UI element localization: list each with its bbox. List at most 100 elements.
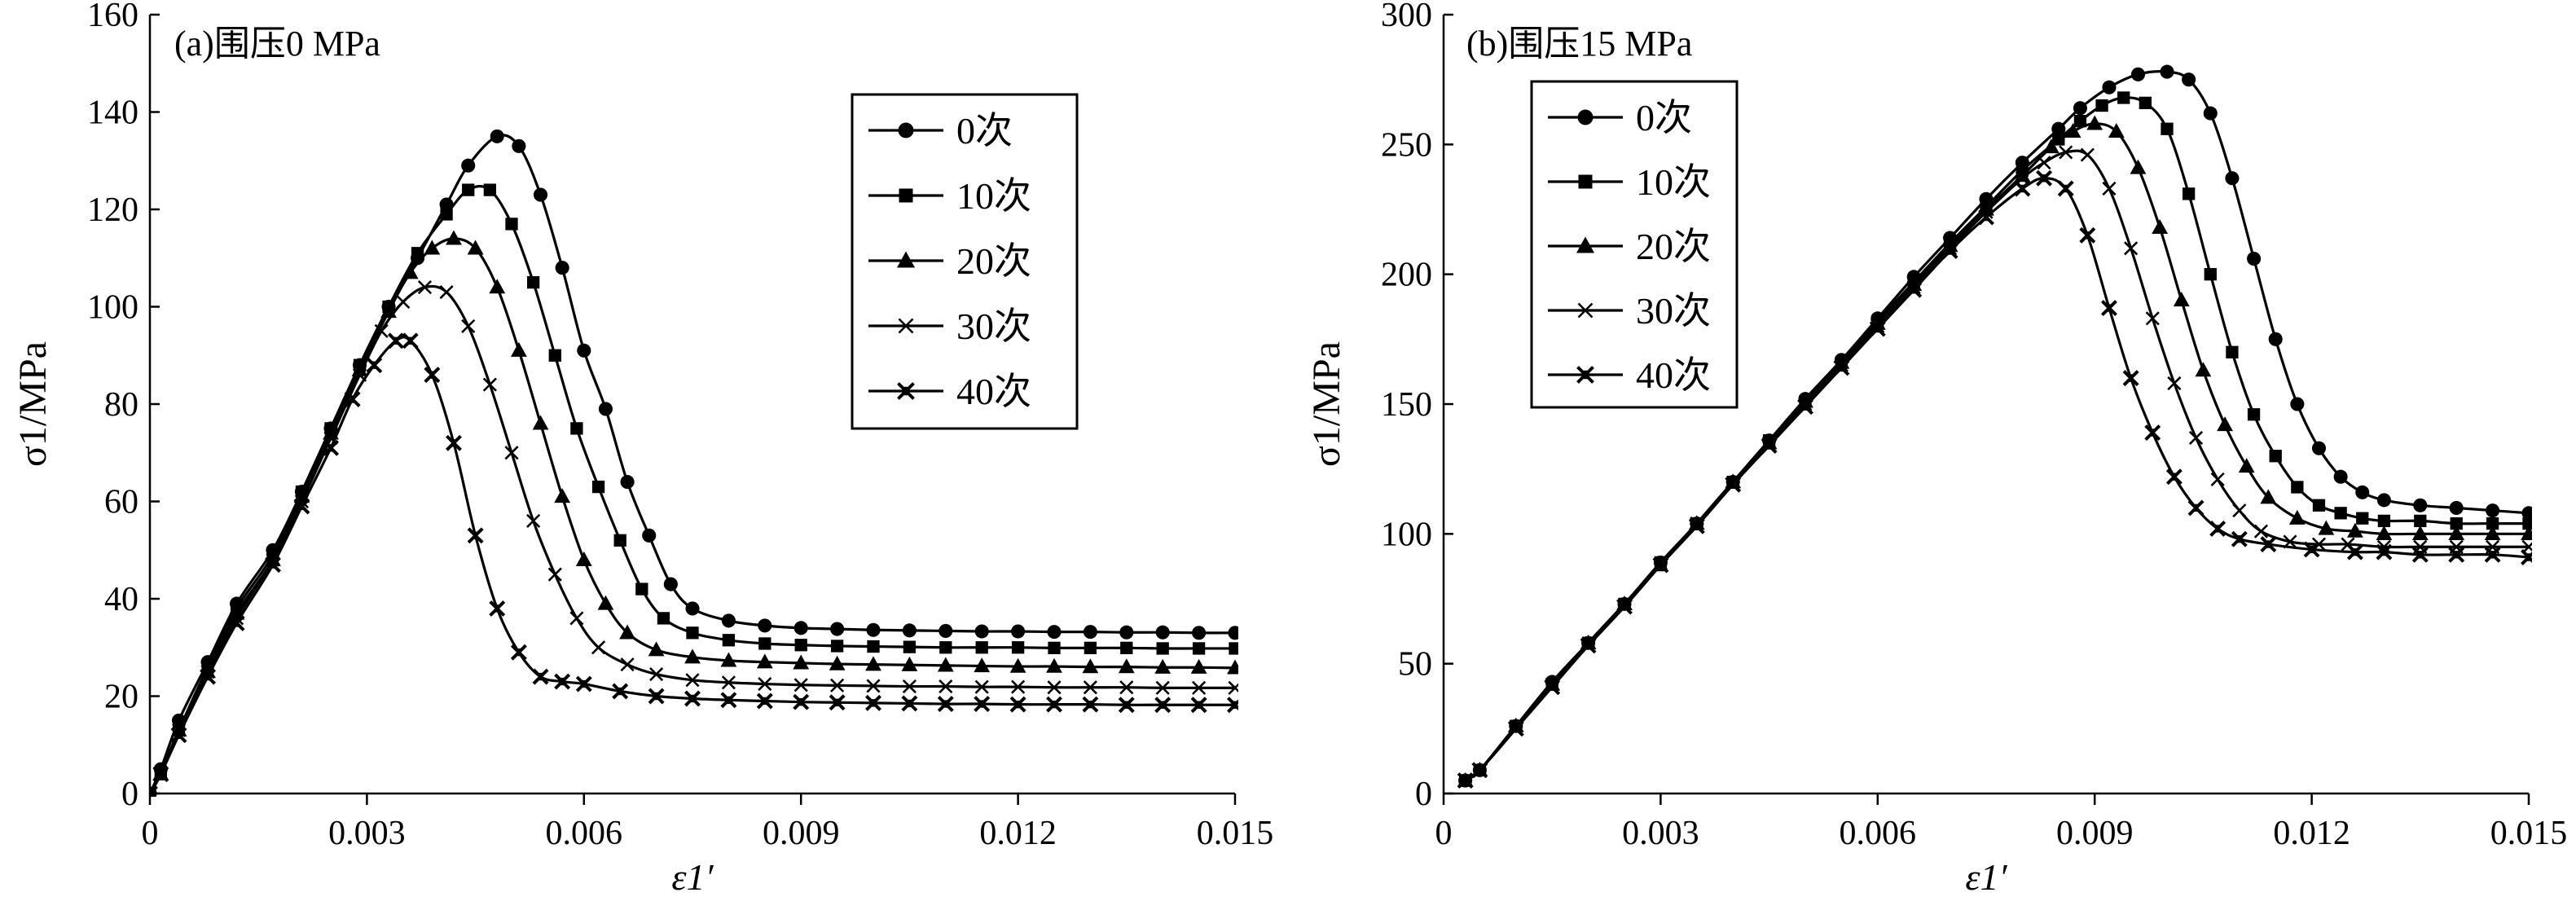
data-point [758, 676, 772, 692]
data-point [2195, 362, 2212, 377]
data-point [597, 595, 614, 610]
data-point [440, 208, 453, 221]
data-point [2346, 522, 2363, 538]
data-point [2144, 424, 2161, 442]
data-point [613, 534, 626, 547]
data-point [619, 624, 635, 640]
legend-marker [898, 122, 914, 138]
data-point [720, 692, 737, 709]
data-point [505, 218, 518, 231]
data-point [2079, 226, 2096, 244]
x-axis-label: ε1′ [671, 856, 714, 898]
data-point [1009, 657, 1026, 673]
data-point [1083, 625, 1097, 640]
data-point [547, 567, 562, 582]
legend-marker [1576, 366, 1594, 384]
data-point [1471, 762, 1488, 779]
data-point [351, 361, 368, 376]
data-point [2152, 218, 2169, 234]
data-point [2080, 147, 2095, 162]
legend-label: 30次 [1636, 290, 1711, 332]
data-point [648, 688, 665, 705]
data-point [2225, 171, 2240, 186]
data-point [2260, 489, 2277, 504]
data-point [793, 693, 810, 710]
data-point [2291, 481, 2304, 494]
data-point [2269, 450, 2282, 463]
data-point [2095, 99, 2108, 112]
data-point [793, 678, 808, 692]
y-tick-label: 80 [104, 386, 138, 424]
data-point [2334, 507, 2347, 520]
chart-title: (b)围压15 MPa [1466, 24, 1692, 64]
legend-label: 10次 [1636, 161, 1711, 203]
data-point [974, 696, 991, 713]
data-point [424, 367, 441, 384]
data-point [2247, 251, 2262, 266]
data-point [1190, 658, 1207, 674]
y-tick-label: 120 [87, 191, 138, 229]
y-tick-label: 60 [104, 484, 138, 521]
x-tick-label: 0.009 [763, 815, 840, 852]
data-point [2173, 292, 2190, 307]
data-point [1011, 624, 1026, 639]
data-point [901, 656, 918, 671]
data-point [482, 377, 497, 392]
legend-label: 30次 [956, 306, 1031, 347]
data-point [937, 696, 954, 713]
data-point [2355, 485, 2370, 499]
data-point [720, 652, 737, 667]
data-point [533, 187, 548, 202]
data-point [417, 280, 433, 295]
data-point [402, 332, 419, 349]
data-point [2450, 517, 2463, 530]
data-point [2521, 549, 2532, 565]
data-point [684, 648, 701, 664]
data-point [2448, 546, 2465, 563]
data-point [830, 678, 845, 692]
data-point [510, 644, 527, 661]
data-point [2247, 408, 2261, 421]
data-point [396, 294, 411, 310]
y-tick-label: 160 [87, 0, 138, 34]
y-tick-label: 100 [87, 289, 138, 327]
data-point [657, 612, 670, 625]
data-point [865, 694, 881, 711]
data-point [1011, 641, 1025, 654]
data-point [2160, 64, 2174, 79]
data-point [1083, 680, 1097, 695]
data-point [2318, 520, 2335, 535]
data-point [649, 667, 664, 682]
data-point [937, 657, 954, 672]
data-point [2414, 514, 2427, 528]
data-point [1833, 359, 1850, 376]
data-point [2188, 430, 2204, 445]
data-point [1084, 641, 1097, 654]
y-tick-label: 250 [1381, 126, 1432, 164]
data-point [1011, 679, 1026, 694]
data-point [939, 623, 953, 638]
data-point [1688, 517, 1705, 534]
data-point [512, 138, 526, 153]
data-point [1580, 637, 1597, 654]
data-point [467, 527, 484, 544]
x-tick-label: 0.012 [2273, 815, 2350, 852]
data-point [1192, 680, 1207, 695]
chart-panel-b: 0 50 100 150 200 250 300 0 0.003 0.006 0.009 0.012 0… [1305, 0, 2567, 898]
data-point [439, 285, 454, 300]
data-point [2108, 123, 2125, 138]
data-point [722, 634, 736, 647]
x-tick-label: 0.003 [328, 815, 406, 852]
data-point [446, 230, 462, 245]
data-point [2346, 543, 2363, 561]
x-tick-label: 0.006 [546, 815, 623, 852]
data-point [866, 622, 881, 637]
data-point [2522, 517, 2532, 530]
data-point [1046, 696, 1062, 713]
data-point [2203, 106, 2218, 121]
data-point [2117, 91, 2130, 104]
data-point [1941, 243, 1958, 259]
data-point [1227, 697, 1238, 714]
data-point [2449, 500, 2464, 516]
data-point [2051, 121, 2066, 136]
